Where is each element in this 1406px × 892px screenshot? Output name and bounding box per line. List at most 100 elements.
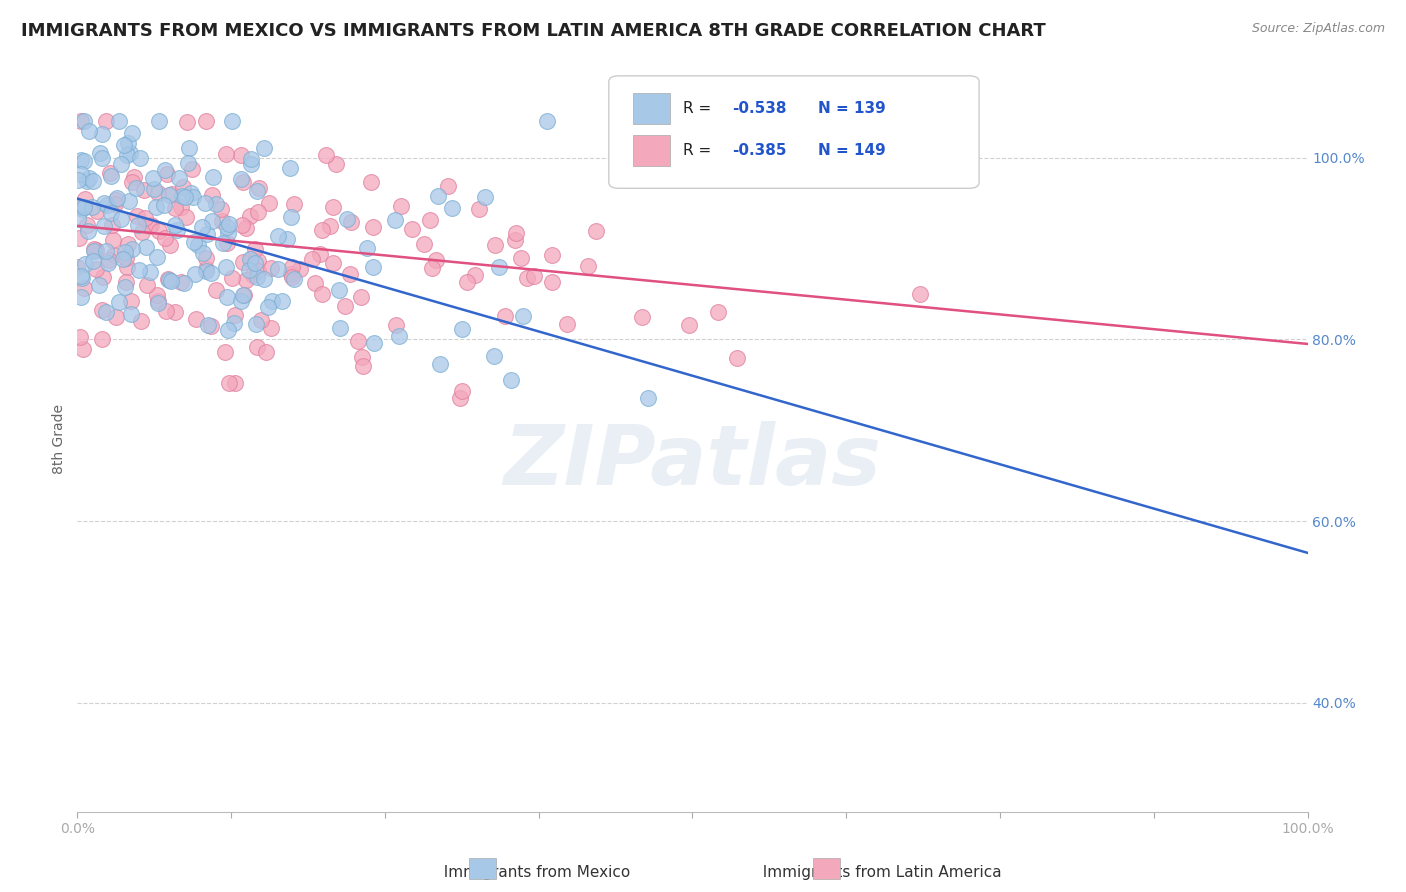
Point — [173, 276, 195, 290]
Point — [160, 186, 183, 201]
Point — [384, 213, 406, 227]
Point — [194, 114, 217, 128]
Point — [139, 218, 162, 232]
Point — [224, 376, 246, 390]
Point — [325, 157, 347, 171]
Point — [177, 156, 200, 170]
Text: N = 139: N = 139 — [818, 101, 886, 116]
Point — [111, 252, 134, 267]
Point — [356, 240, 378, 254]
Point — [112, 138, 135, 153]
Point — [121, 243, 143, 257]
Point — [94, 114, 117, 128]
Point — [70, 271, 93, 285]
Point — [174, 210, 197, 224]
Point — [278, 161, 301, 176]
Point — [311, 287, 333, 301]
Point — [84, 244, 107, 258]
Point — [142, 171, 165, 186]
Point — [77, 171, 100, 186]
Point — [361, 219, 384, 234]
Point — [512, 309, 534, 323]
Point — [352, 351, 374, 365]
Point — [429, 357, 451, 371]
Point — [229, 294, 252, 309]
Point — [114, 245, 136, 260]
Point — [217, 236, 239, 251]
Point — [540, 248, 562, 262]
Point — [246, 204, 269, 219]
Point — [177, 141, 200, 155]
Point — [335, 299, 357, 313]
Y-axis label: 8th Grade: 8th Grade — [52, 404, 66, 475]
Text: R =: R = — [683, 143, 716, 158]
Point — [83, 244, 105, 258]
Point — [117, 136, 139, 150]
Point — [174, 190, 197, 204]
Point — [484, 237, 506, 252]
Point — [270, 293, 292, 308]
Point — [117, 260, 139, 274]
Point — [239, 252, 262, 266]
Point — [181, 190, 204, 204]
Point — [146, 287, 169, 301]
Point — [163, 305, 186, 319]
Point — [132, 183, 155, 197]
Point — [233, 288, 256, 302]
Point — [153, 198, 176, 212]
Point — [91, 270, 114, 285]
Point — [70, 290, 93, 304]
Point — [361, 260, 384, 275]
Point — [73, 201, 96, 215]
Point — [200, 318, 222, 333]
Point — [422, 261, 444, 276]
Point — [127, 218, 149, 232]
Point — [509, 251, 531, 265]
Point — [73, 281, 96, 295]
Point — [93, 219, 115, 234]
Point — [253, 141, 276, 155]
Point — [201, 214, 224, 228]
Point — [76, 174, 98, 188]
Point — [501, 373, 523, 387]
Point — [240, 157, 263, 171]
Point — [349, 289, 371, 303]
Point — [224, 317, 246, 331]
Point — [159, 238, 181, 252]
Text: Immigrants from Mexico: Immigrants from Mexico — [434, 865, 631, 880]
Point — [91, 332, 114, 346]
Point — [488, 260, 510, 274]
Point — [157, 187, 180, 202]
Point — [73, 192, 96, 206]
Point — [246, 340, 269, 354]
Point — [304, 276, 326, 290]
Point — [215, 147, 238, 161]
Point — [139, 264, 162, 278]
Bar — [468, 858, 496, 879]
Point — [121, 127, 143, 141]
Point — [232, 255, 254, 269]
Point — [117, 194, 139, 208]
Point — [267, 229, 290, 244]
Point — [238, 263, 260, 277]
Point — [247, 264, 270, 278]
Point — [69, 114, 91, 128]
Point — [576, 259, 599, 273]
Point — [115, 252, 138, 266]
Point — [280, 270, 302, 285]
Point — [128, 151, 150, 165]
Point — [169, 171, 191, 186]
Point — [215, 260, 238, 274]
Point — [75, 257, 97, 271]
Text: -0.538: -0.538 — [733, 101, 786, 116]
Point — [136, 277, 159, 292]
Point — [328, 283, 350, 297]
Bar — [634, 135, 671, 166]
Point — [80, 200, 103, 214]
Point — [108, 114, 131, 128]
Text: R =: R = — [683, 101, 716, 116]
Point — [131, 225, 153, 239]
Point — [217, 323, 239, 337]
Point — [103, 233, 125, 247]
Text: -0.385: -0.385 — [733, 143, 786, 158]
